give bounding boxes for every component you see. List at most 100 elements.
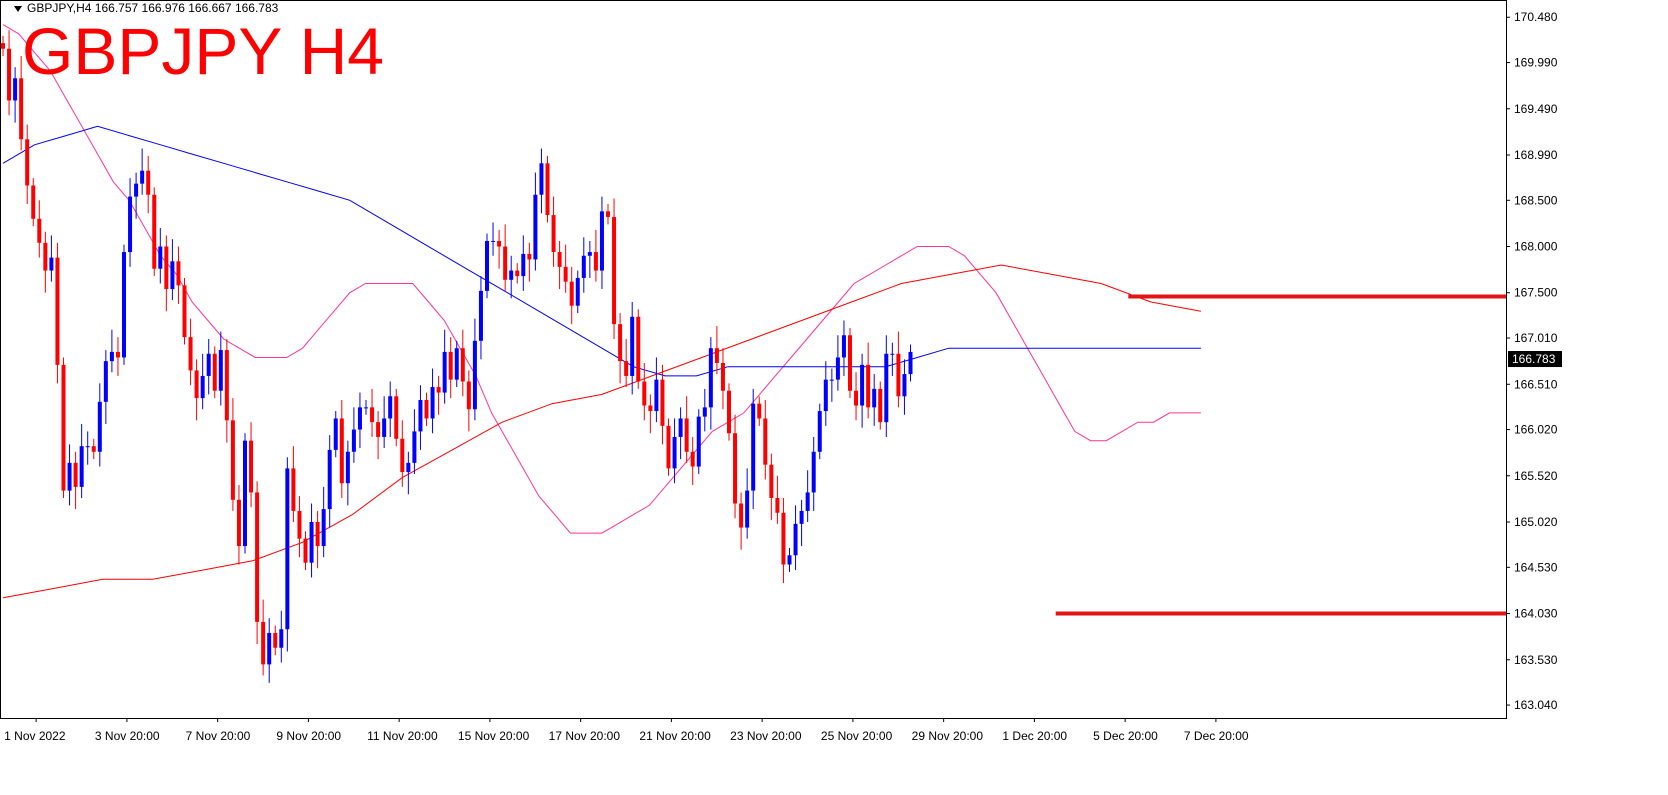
y-tick-label: 170.480 (1514, 10, 1558, 24)
candle-body (708, 348, 713, 408)
candle-body (291, 468, 296, 511)
candle-body (745, 490, 750, 528)
x-tick-label: 23 Nov 20:00 (730, 729, 802, 743)
y-tick-label: 164.030 (1514, 607, 1558, 621)
candle-body (327, 449, 332, 510)
candle-body (43, 242, 48, 271)
candle-body (727, 390, 731, 434)
candle-body (412, 431, 417, 463)
candle-body (569, 281, 574, 306)
candle-body (279, 629, 284, 648)
candle-body (527, 253, 532, 260)
candle-body (176, 261, 181, 286)
candle-body (297, 510, 302, 539)
candle-body (696, 416, 701, 467)
y-tick-label: 169.990 (1514, 56, 1558, 70)
candle-body (436, 387, 441, 393)
candle-body (654, 379, 659, 412)
candle-body (757, 403, 762, 419)
candle-body (581, 255, 586, 278)
candle-body (860, 364, 865, 406)
candle-body (230, 420, 235, 500)
candle-body (25, 139, 30, 186)
candle-body (781, 512, 786, 565)
candle-body (551, 215, 556, 253)
ma-slow-line (2, 264, 1201, 599)
y-tick-label: 168.000 (1514, 240, 1558, 254)
candle-body (357, 407, 362, 430)
candle-body (751, 403, 756, 491)
candle-body (890, 353, 895, 355)
ma-mid-line (2, 125, 1201, 377)
y-tick-label: 163.040 (1514, 698, 1558, 712)
candle-body (442, 351, 447, 393)
candle-body (612, 216, 617, 325)
candle-body (364, 407, 368, 409)
candle-body (630, 316, 635, 376)
candle-body (714, 348, 719, 363)
candle-body (152, 194, 157, 269)
candle-body (787, 555, 792, 565)
candle-body (606, 211, 610, 217)
candle-body (509, 270, 514, 280)
candle-body (376, 422, 381, 437)
candle-body (430, 387, 435, 419)
candle-body (73, 462, 78, 487)
y-tick-label: 164.530 (1514, 560, 1558, 574)
candle-body (515, 270, 520, 277)
candle-body (400, 438, 405, 473)
x-tick-label: 3 Nov 20:00 (95, 729, 160, 743)
candle-body (811, 451, 816, 493)
candle-body (49, 257, 54, 271)
candle-body (503, 246, 508, 280)
y-tick-label: 167.010 (1514, 331, 1558, 345)
candle-body (218, 350, 223, 391)
candle-body (908, 351, 913, 375)
candle-body (466, 381, 471, 410)
candle-body (866, 364, 871, 408)
candle-body (134, 183, 139, 197)
current-price-tag (1508, 351, 1562, 368)
chart-menu-triangle-icon[interactable] (14, 5, 22, 12)
candle-body (261, 621, 266, 665)
candle-body (19, 78, 24, 140)
candle-body (128, 196, 133, 253)
candle-body (648, 405, 653, 412)
candle-body (212, 353, 217, 391)
candle-body (236, 499, 241, 547)
x-tick-label: 1 Dec 20:00 (1002, 729, 1067, 743)
symbol-ohlc-line: GBPJPY,H4 166.757 166.976 166.667 166.78… (27, 1, 279, 15)
candle-body (97, 401, 102, 452)
candle-body (303, 538, 308, 563)
candle-body (255, 492, 260, 622)
candle-body (182, 285, 187, 338)
candle-body (775, 497, 780, 513)
candle-body (164, 246, 169, 290)
candle-body (406, 462, 411, 473)
candle-body (829, 379, 834, 381)
candle-body (618, 324, 623, 362)
candle-body (103, 361, 108, 402)
candle-body (702, 407, 707, 417)
candle-body (599, 211, 604, 271)
candle-body (739, 503, 744, 528)
candle-body (170, 261, 175, 290)
y-tick-label: 165.520 (1514, 469, 1558, 483)
candle-body (309, 522, 314, 563)
candle-body (454, 348, 459, 380)
candle-body (823, 379, 828, 412)
candle-body (841, 335, 846, 358)
candle-body (394, 396, 399, 439)
y-tick-label: 167.500 (1514, 286, 1558, 300)
candle-body (243, 440, 247, 547)
candle-body (188, 337, 193, 371)
y-tick-label: 168.990 (1514, 148, 1558, 162)
candle-body (848, 335, 852, 391)
candle-body (85, 446, 90, 448)
candle-body (200, 375, 205, 399)
candle-body (224, 350, 229, 421)
candle-body (249, 440, 254, 493)
candle-body (79, 446, 84, 487)
x-tick-label: 29 Nov 20:00 (912, 729, 984, 743)
